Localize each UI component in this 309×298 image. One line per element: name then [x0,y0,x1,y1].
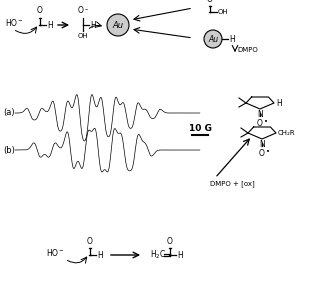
Text: H: H [47,21,53,30]
Text: O: O [257,119,263,128]
Text: H: H [276,99,282,108]
Text: H: H [97,251,103,260]
Text: N: N [259,140,265,149]
Text: O: O [87,237,93,246]
Text: Au: Au [208,35,218,44]
Text: O: O [37,6,43,15]
Text: $^-$: $^-$ [84,8,90,13]
Text: O: O [259,149,265,158]
Text: DMPO: DMPO [237,47,258,53]
Circle shape [107,14,129,36]
Text: H: H [229,35,235,44]
Text: O: O [207,0,213,4]
Text: O: O [78,6,84,15]
Text: CH₂R: CH₂R [278,130,296,136]
Circle shape [204,30,222,48]
Text: 10 G: 10 G [188,124,211,133]
Text: O: O [167,237,173,246]
Text: HO$^-$: HO$^-$ [5,18,24,29]
Text: N: N [257,110,263,119]
Text: HO$^-$: HO$^-$ [45,248,64,258]
Text: OH: OH [218,9,229,15]
Text: •: • [266,149,270,155]
Text: (b): (b) [3,145,15,154]
Text: DMPO + [ox]: DMPO + [ox] [210,180,255,187]
Text: Au: Au [112,21,124,30]
Text: H$_2$C: H$_2$C [150,249,166,261]
Text: H: H [90,21,96,30]
Text: H: H [177,251,183,260]
Text: •: • [264,119,268,125]
Text: OH: OH [78,33,88,39]
Text: (a): (a) [3,108,15,117]
